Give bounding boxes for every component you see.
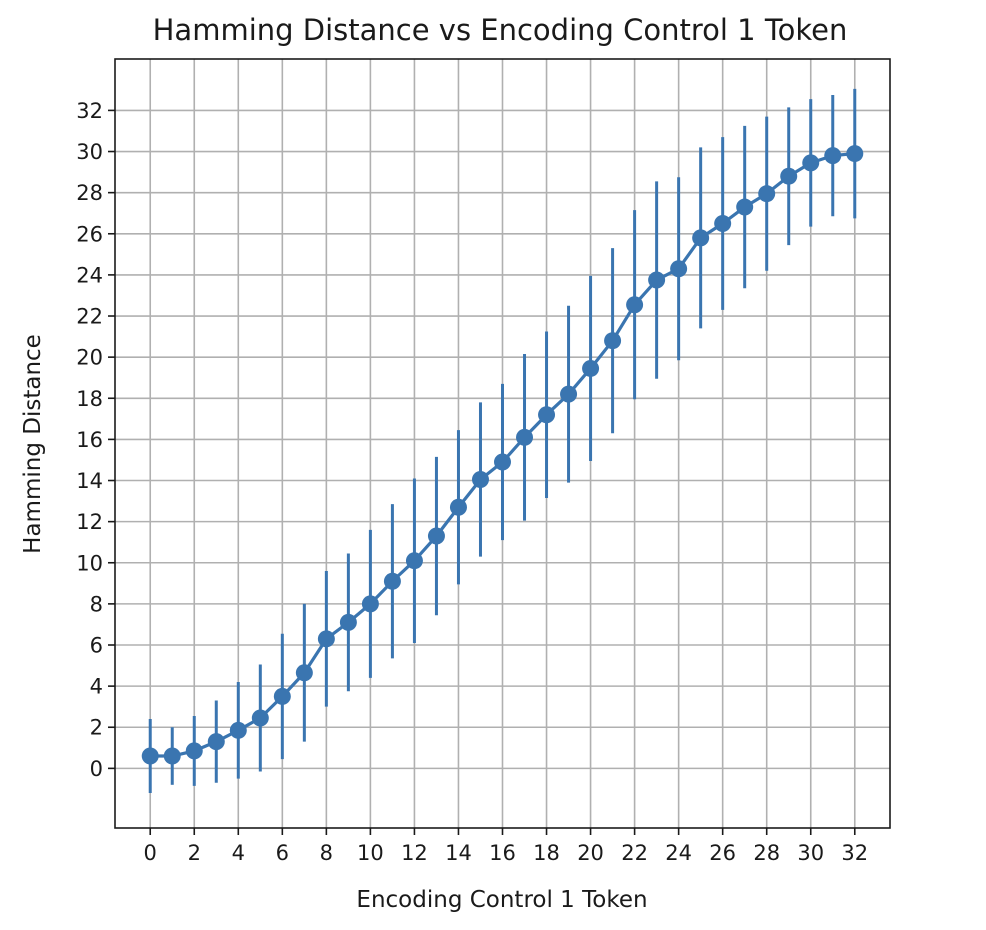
data-point <box>185 742 203 760</box>
x-tick-label: 12 <box>401 841 428 865</box>
data-point <box>824 147 842 165</box>
y-tick-label: 8 <box>90 592 103 616</box>
y-tick-label: 6 <box>90 634 103 658</box>
x-tick-label: 0 <box>144 841 157 865</box>
y-tick-label: 0 <box>90 757 103 781</box>
data-point <box>516 428 534 446</box>
x-tick-label: 6 <box>276 841 289 865</box>
data-point <box>317 630 335 648</box>
data-point <box>383 572 401 590</box>
series-layer <box>141 88 864 794</box>
chart-title: Hamming Distance vs Encoding Control 1 T… <box>153 13 848 47</box>
y-tick-label: 10 <box>76 551 103 575</box>
x-tick-label: 8 <box>320 841 333 865</box>
y-tick-label: 32 <box>76 99 103 123</box>
x-tick-label: 26 <box>709 841 736 865</box>
x-tick-label: 28 <box>753 841 780 865</box>
ticks-layer: 0 2 4 6 8 10 12 14 16 18 20 22 24 26 28 30 3202468101214… <box>76 99 868 865</box>
y-tick-label: 2 <box>90 716 103 740</box>
y-tick-label: 12 <box>76 510 103 534</box>
data-point <box>405 552 423 570</box>
y-tick-label: 30 <box>76 140 103 164</box>
data-point <box>736 198 754 216</box>
data-point <box>449 498 467 516</box>
data-point <box>471 470 489 488</box>
y-tick-label: 16 <box>76 428 103 452</box>
data-point <box>692 229 710 247</box>
data-point <box>339 613 357 631</box>
data-point <box>273 687 291 705</box>
y-tick-label: 28 <box>76 181 103 205</box>
data-point <box>560 385 578 403</box>
y-axis-label: Hamming Distance <box>20 334 46 554</box>
data-point <box>714 214 732 232</box>
data-point <box>141 747 159 765</box>
y-tick-label: 20 <box>76 346 103 370</box>
y-tick-label: 18 <box>76 387 103 411</box>
data-point <box>648 271 666 289</box>
data-point <box>427 527 445 545</box>
data-point <box>780 167 798 185</box>
x-axis-label: Encoding Control 1 Token <box>356 887 647 913</box>
data-point <box>494 453 511 471</box>
data-point <box>670 260 688 278</box>
data-point <box>604 332 622 350</box>
data-point <box>361 595 379 613</box>
x-tick-label: 14 <box>445 841 472 865</box>
data-point <box>626 296 644 314</box>
data-point <box>846 145 864 163</box>
y-tick-label: 14 <box>76 469 103 493</box>
x-tick-label: 30 <box>797 841 824 865</box>
x-tick-label: 32 <box>841 841 868 865</box>
x-tick-label: 16 <box>489 841 516 865</box>
data-point <box>802 154 820 172</box>
x-tick-label: 22 <box>621 841 648 865</box>
data-point <box>251 709 269 727</box>
data-point <box>207 733 225 751</box>
y-tick-label: 4 <box>90 675 103 699</box>
x-tick-label: 18 <box>533 841 560 865</box>
data-point <box>538 406 556 424</box>
data-point <box>229 721 247 739</box>
x-tick-label: 2 <box>188 841 201 865</box>
x-tick-label: 24 <box>665 841 692 865</box>
x-tick-label: 10 <box>357 841 384 865</box>
data-point <box>582 359 600 377</box>
x-tick-label: 20 <box>577 841 604 865</box>
data-point <box>758 185 776 203</box>
y-tick-label: 26 <box>76 222 103 246</box>
x-tick-label: 4 <box>232 841 245 865</box>
y-tick-label: 22 <box>76 305 103 329</box>
data-point <box>295 664 313 682</box>
data-point <box>163 747 181 765</box>
y-tick-label: 24 <box>76 263 103 287</box>
